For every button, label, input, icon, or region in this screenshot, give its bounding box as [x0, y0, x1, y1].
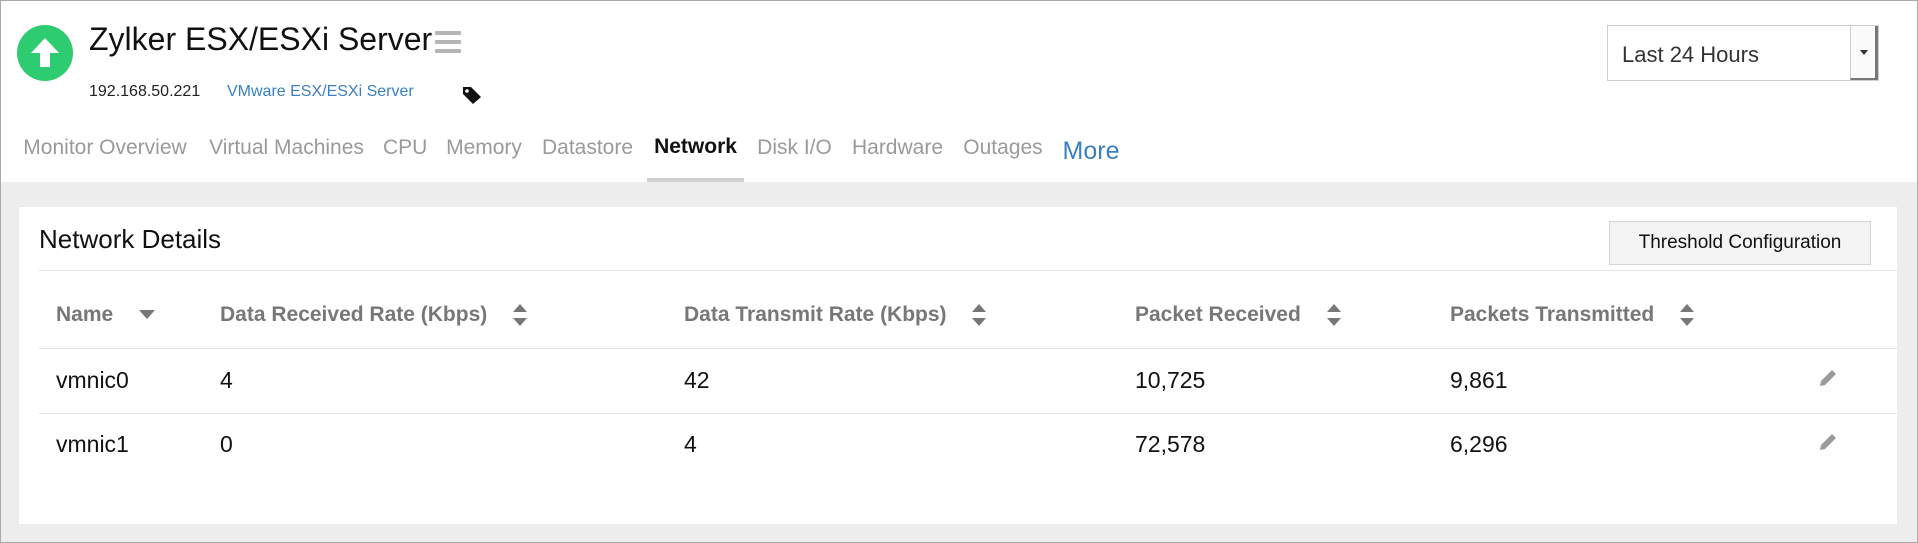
divider [39, 413, 1897, 414]
column-header-label: Packets Transmitted [1450, 303, 1655, 326]
monitor-title: Zylker ESX/ESXi Server [89, 21, 433, 57]
monitor-type-link[interactable]: VMware ESX/ESXi Server [227, 83, 414, 100]
cell-received-rate: 4 [220, 367, 233, 393]
column-header-packets-transmitted[interactable]: Packets Transmitted [1450, 303, 1695, 327]
threshold-configuration-button[interactable]: Threshold Configuration [1609, 221, 1871, 265]
panel-title: Network Details [39, 224, 222, 254]
time-range-value: Last 24 Hours [1622, 42, 1759, 67]
sort-desc-icon [139, 310, 156, 320]
edit-icon[interactable] [1817, 431, 1839, 453]
cell-name: vmnic1 [56, 431, 129, 457]
cell-transmit-rate: 42 [684, 367, 710, 393]
tab-memory[interactable]: Memory [446, 136, 522, 159]
cell-transmit-rate: 4 [684, 431, 697, 457]
tab-more[interactable]: More [1062, 137, 1120, 165]
tab-datastore[interactable]: Datastore [541, 136, 634, 159]
column-header-label: Packet Received [1135, 303, 1301, 326]
tab-network[interactable]: Network [647, 129, 744, 182]
menu-icon[interactable] [435, 31, 461, 53]
cell-name: vmnic0 [56, 367, 129, 393]
tab-outages[interactable]: Outages [963, 136, 1043, 159]
column-header-label: Name [56, 303, 114, 326]
cell-packets-transmitted: 6,296 [1450, 431, 1508, 457]
time-range-select[interactable]: Last 24 Hours [1607, 25, 1879, 81]
column-header-label: Data Transmit Rate (Kbps) [684, 303, 947, 326]
dropdown-arrow-icon[interactable] [1850, 26, 1878, 80]
column-header-label: Data Received Rate (Kbps) [220, 303, 488, 326]
column-header-name[interactable]: Name [56, 303, 156, 327]
column-header-packet-received[interactable]: Packet Received [1135, 303, 1341, 327]
ip-address: 192.168.50.221 [89, 83, 201, 100]
cell-packet-received: 72,578 [1135, 431, 1206, 457]
column-header-received-rate[interactable]: Data Received Rate (Kbps) [220, 303, 528, 327]
tab-monitor-overview[interactable]: Monitor Overview [23, 136, 187, 159]
sort-icon [1680, 304, 1695, 327]
up-arrow-icon [31, 38, 59, 67]
cell-packets-transmitted: 9,861 [1450, 367, 1508, 393]
sort-icon [1326, 304, 1341, 327]
tab-hardware[interactable]: Hardware [851, 136, 944, 159]
divider [39, 348, 1897, 349]
sort-icon [513, 304, 528, 327]
tab-disk-io[interactable]: Disk I/O [757, 136, 832, 159]
edit-icon[interactable] [1817, 367, 1839, 389]
monitor-header: Zylker ESX/ESXi Server 192.168.50.221 VM… [1, 1, 1917, 182]
status-indicator [17, 25, 73, 81]
sort-icon [972, 304, 987, 327]
network-details-panel: Network Details Threshold Configuration … [19, 207, 1897, 524]
divider [39, 270, 1897, 271]
tab-cpu[interactable]: CPU [383, 136, 428, 159]
column-header-transmit-rate[interactable]: Data Transmit Rate (Kbps) [684, 303, 987, 327]
tab-virtual-machines[interactable]: Virtual Machines [209, 136, 364, 159]
cell-packet-received: 10,725 [1135, 367, 1206, 393]
tag-icon[interactable] [461, 85, 483, 105]
cell-received-rate: 0 [220, 431, 233, 457]
